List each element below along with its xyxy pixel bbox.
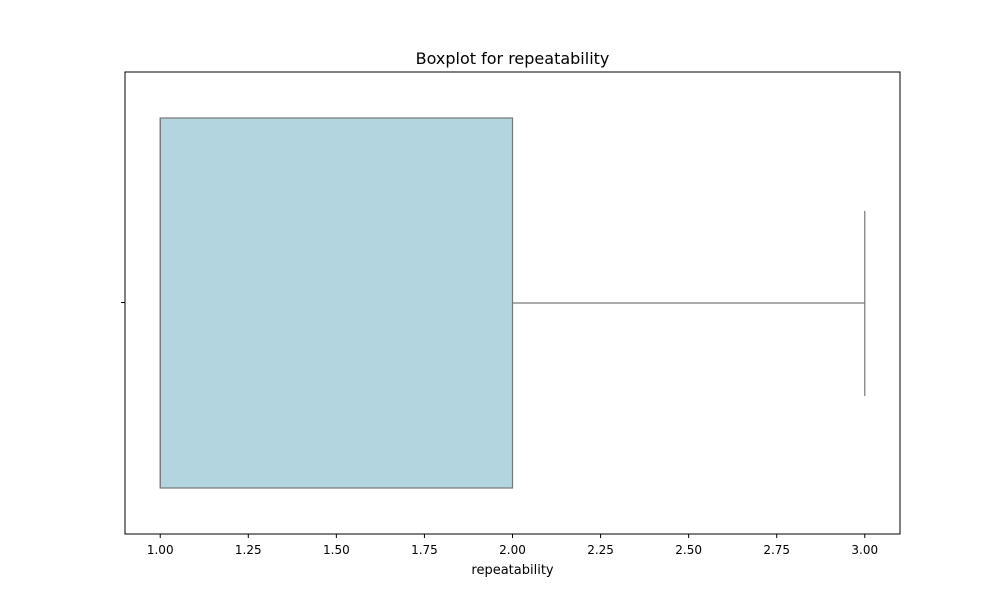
x-tick-label: 2.00: [499, 543, 526, 557]
x-tick-label: 1.50: [323, 543, 350, 557]
x-tick-label: 1.00: [147, 543, 174, 557]
x-tick-label: 1.75: [411, 543, 438, 557]
chart-title: Boxplot for repeatability: [416, 49, 610, 68]
x-tick-label: 2.75: [763, 543, 790, 557]
x-tick-label: 2.50: [675, 543, 702, 557]
x-axis-ticks: 1.00 1.25 1.50 1.75 2.00 2.25 2.50 2.75 3.00: [147, 534, 878, 557]
x-axis-label: repeatability: [471, 563, 554, 578]
x-tick-label: 2.25: [587, 543, 614, 557]
x-tick-label: 3.00: [851, 543, 878, 557]
x-tick-label: 1.25: [235, 543, 262, 557]
box-marks: [159, 117, 866, 489]
iqr-box: [159, 117, 514, 489]
